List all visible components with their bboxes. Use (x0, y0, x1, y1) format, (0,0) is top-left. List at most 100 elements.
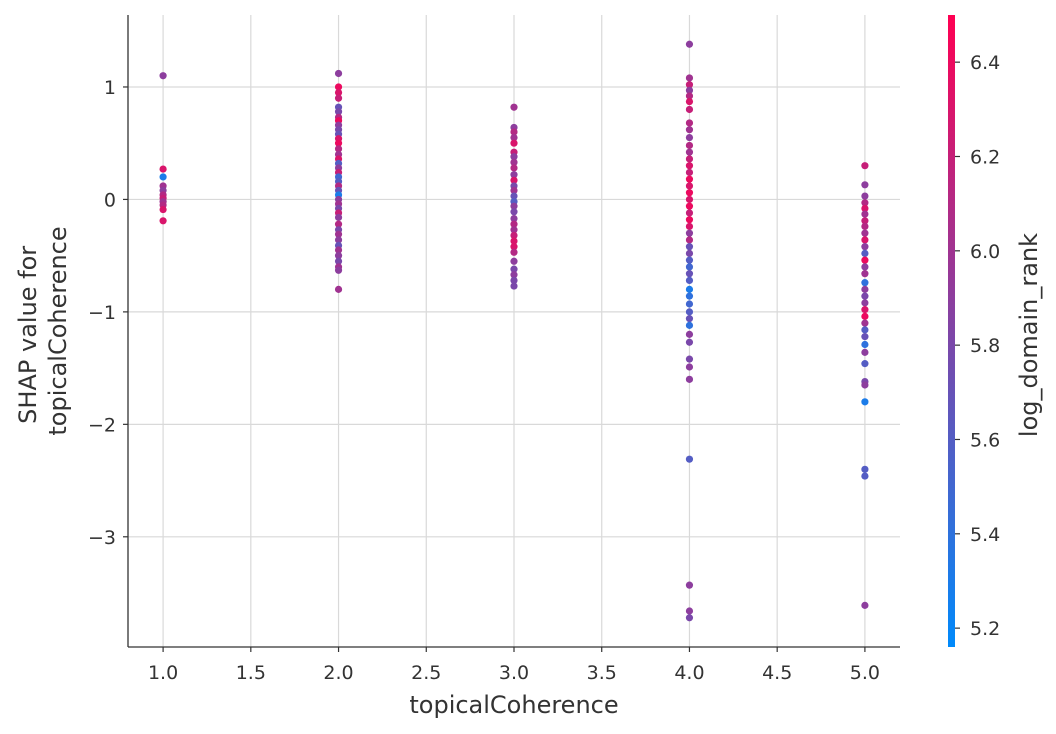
scatter-point (334, 266, 343, 274)
scatter-point (685, 263, 694, 271)
scatter-point (861, 199, 869, 207)
scatter-point (861, 306, 869, 314)
scatter-point (685, 330, 694, 338)
scatter-point (510, 128, 518, 136)
colorbar-tick-label: 6.2 (970, 146, 1000, 168)
scatter-point (510, 186, 518, 195)
scatter-point (861, 333, 869, 341)
scatter-point (334, 139, 343, 147)
scatter-point (861, 601, 869, 609)
scatter-point (685, 236, 694, 244)
x-tick-label: 1.0 (148, 662, 178, 684)
scatter-point (861, 243, 869, 251)
scatter-point (685, 133, 694, 142)
colorbar-gradient (948, 15, 955, 647)
scatter-point (861, 263, 869, 271)
scatter-point (685, 455, 694, 463)
scatter-point (861, 279, 869, 287)
scatter-point (685, 126, 694, 134)
scatter-point (861, 222, 869, 231)
scatter-point (510, 139, 518, 147)
scatter-point (334, 108, 343, 116)
colorbar-label: log_domain_rank (1015, 233, 1043, 437)
scatter-point (685, 300, 694, 308)
scatter-point (861, 360, 869, 368)
scatter-point (685, 315, 694, 323)
scatter-point (685, 355, 694, 363)
scatter-point (861, 192, 869, 200)
scatter-point (861, 326, 869, 334)
scatter-point (685, 308, 694, 316)
scatter-point (159, 173, 167, 181)
scatter-point (685, 614, 694, 622)
colorbar-tick-label: 6.4 (970, 52, 1000, 74)
scatter-point (861, 210, 869, 218)
scatter-point (685, 229, 694, 237)
y-tick-label: −2 (88, 414, 116, 436)
scatter-point (334, 69, 343, 78)
scatter-point (861, 181, 869, 189)
scatter-point (685, 292, 694, 300)
y-axis-label: SHAP value for topicalCoherence (14, 226, 72, 435)
colorbar: 5.2 5.4 5.6 5.8 6.0 6.2 6.4 log_domain_rank (948, 15, 1043, 647)
y-tick-label: −3 (88, 527, 116, 549)
scatter-point (334, 252, 343, 260)
y-tick-label: 1 (104, 77, 116, 99)
scatter-point (861, 270, 869, 278)
scatter-point (685, 97, 694, 106)
scatter-point (861, 292, 869, 300)
scatter-point (159, 217, 167, 225)
scatter-point (685, 168, 694, 177)
scatter-point (510, 265, 518, 273)
scatter-point (685, 119, 694, 127)
y-axis-label-line-1: SHAP value for (14, 246, 42, 424)
scatter-point (334, 230, 343, 238)
scatter-point (334, 94, 343, 102)
scatter-point (510, 133, 518, 142)
y-tick-label: 0 (104, 189, 116, 211)
scatter-point (861, 249, 869, 258)
scatter-point (685, 276, 694, 284)
scatter-point (861, 204, 869, 213)
scatter-point (510, 231, 518, 240)
scatter-point (685, 74, 694, 82)
scatter-point (510, 153, 518, 161)
scatter-point (861, 381, 869, 389)
scatter-point (510, 214, 518, 223)
x-tick-label: 3.0 (499, 662, 529, 684)
colorbar-tick-label: 5.6 (970, 429, 1000, 451)
scatter-point (334, 213, 343, 222)
scatter-point (510, 176, 518, 184)
x-tick-label: 1.5 (236, 662, 266, 684)
colorbar-tick-label: 6.0 (970, 241, 1000, 263)
x-tick-label: 2.5 (411, 662, 441, 684)
scatter-point (685, 202, 694, 210)
x-tick-label: 2.0 (323, 662, 353, 684)
x-axis-label: topicalCoherence (409, 691, 618, 719)
scatter-point (334, 83, 343, 91)
scatter-point (685, 375, 694, 383)
scatter-point (861, 472, 869, 480)
scatter-point (861, 285, 869, 293)
scatter-point (159, 205, 167, 214)
x-tick-label: 4.0 (674, 662, 704, 684)
scatter-point (685, 182, 694, 190)
y-axis-label-line-2: topicalCoherence (44, 226, 72, 435)
scatter-point (510, 171, 518, 179)
scatter-point (861, 319, 869, 327)
scatter-point (685, 363, 694, 371)
scatter-point (685, 40, 694, 48)
scatter-point (510, 271, 518, 279)
scatter-point (685, 81, 694, 89)
scatter-point (861, 348, 869, 356)
scatter-point (510, 220, 518, 228)
scatter-point (510, 164, 518, 172)
scatter-point (861, 312, 869, 320)
scatter-point (685, 175, 694, 183)
scatter-point (510, 248, 518, 256)
scatter-point (861, 398, 869, 406)
scatter-point (510, 103, 518, 111)
scatter-point (685, 105, 694, 114)
scatter-point (685, 285, 694, 293)
